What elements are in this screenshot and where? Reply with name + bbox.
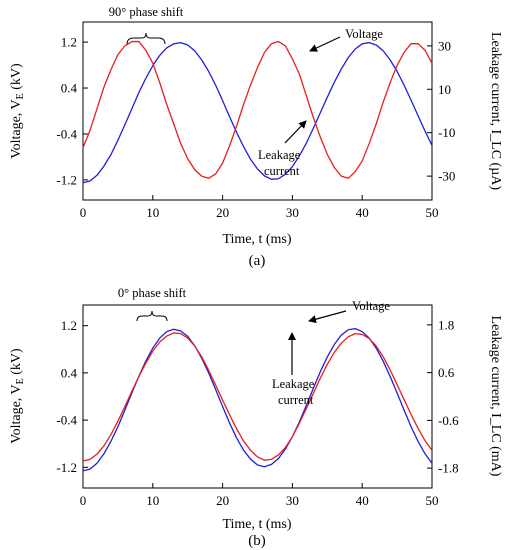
leakage-label-line2: current [278, 393, 314, 407]
x-tick-label: 40 [356, 493, 369, 508]
x-tick-label: 50 [426, 493, 439, 508]
y-right-tick-label: -1.8 [438, 461, 459, 476]
x-tick-label: 10 [146, 205, 159, 220]
y-left-axis-label: Voltage, VE (kV) [9, 63, 26, 159]
x-axis-label: Time, t (ms) [222, 232, 291, 247]
y-left-ticks: 1.2 0.4 -0.4 -1.2 [56, 35, 88, 187]
y-right-axis-label: Leakage current, I_LC (µA) [488, 32, 503, 190]
voltage-arrow [309, 36, 341, 52]
voltage-arrow [308, 310, 347, 324]
x-tick-label: 10 [146, 493, 159, 508]
y-right-axis-label: Leakage current, I_LC (mA) [488, 316, 503, 477]
panel-b: 0 10 20 30 40 50 1.2 0.4 -0.4 -1.2 1.8 0.6 -0.6 -1.… [9, 286, 503, 549]
panel-a: 0 10 20 30 40 50 1.2 0.4 -0.4 -1.2 30 10 -10 -30 Ti… [9, 5, 503, 269]
x-tick-label: 20 [216, 493, 229, 508]
plot-frame [82, 21, 433, 201]
leakage-label-line1: Leakage [258, 148, 301, 162]
y-left-tick-label: 1.2 [61, 35, 77, 50]
y-left-tick-label: 0.4 [61, 365, 78, 380]
x-tick-label: 0 [80, 205, 87, 220]
y-right-tick-label: 30 [438, 38, 451, 53]
phase-shift-label: 90° phase shift [109, 5, 184, 19]
x-axis-label: Time, t (ms) [222, 517, 291, 532]
y-left-tick-label: -0.4 [56, 413, 77, 428]
x-tick-label: 20 [216, 205, 229, 220]
y-right-tick-label: 1.8 [438, 317, 454, 332]
voltage-series [82, 42, 433, 184]
x-tick-label: 40 [356, 205, 369, 220]
y-left-tick-label: 0.4 [61, 81, 78, 96]
voltage-label: Voltage [352, 299, 390, 313]
x-ticks: 0 10 20 30 40 50 [80, 195, 439, 220]
y-right-tick-label: -30 [438, 169, 455, 184]
x-ticks: 0 10 20 30 40 50 [80, 483, 439, 508]
y-left-ticks: 1.2 0.4 -0.4 -1.2 [56, 318, 88, 475]
y-right-tick-label: -10 [438, 125, 455, 140]
y-left-tick-label: 1.2 [61, 318, 77, 333]
x-tick-label: 50 [426, 205, 439, 220]
y-left-tick-label: -1.2 [56, 172, 77, 187]
leakage-label-line1: Leakage [272, 377, 315, 391]
panel-label-a: (a) [249, 253, 266, 269]
x-tick-label: 30 [286, 493, 299, 508]
panel-label-b: (b) [248, 533, 266, 549]
y-right-tick-label: 10 [438, 82, 451, 97]
x-tick-label: 30 [286, 205, 299, 220]
voltage-series [82, 327, 433, 472]
leakage-current-series [82, 40, 433, 179]
y-right-ticks: 30 10 -10 -30 [427, 38, 455, 184]
series-group [82, 327, 433, 472]
y-left-tick-label: -0.4 [56, 126, 77, 141]
plot-frame [82, 304, 433, 489]
y-right-tick-label: -0.6 [438, 413, 459, 428]
y-left-axis-label: Voltage, VE (kV) [9, 348, 26, 444]
series-group [82, 40, 433, 184]
x-tick-label: 0 [80, 493, 87, 508]
voltage-label: Voltage [345, 27, 383, 41]
phase-shift-brace [126, 32, 166, 45]
y-right-ticks: 1.8 0.6 -0.6 -1.8 [427, 317, 459, 476]
y-left-tick-label: -1.2 [56, 460, 77, 475]
phase-shift-brace [136, 310, 168, 322]
leakage-arrow [284, 120, 307, 144]
leakage-current-series [82, 332, 433, 462]
leakage-label-line2: current [264, 164, 300, 178]
y-right-tick-label: 0.6 [438, 365, 455, 380]
phase-shift-label: 0° phase shift [118, 286, 187, 300]
